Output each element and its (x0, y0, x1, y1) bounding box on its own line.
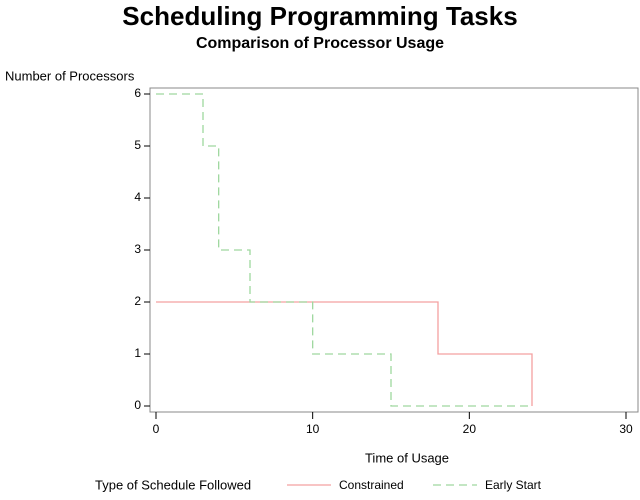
step-line (156, 93, 532, 407)
y-tick-label: 2 (134, 294, 141, 308)
y-tick-label: 5 (134, 138, 141, 152)
x-tick-label: 0 (153, 422, 160, 436)
y-tick-label: 4 (134, 190, 141, 204)
y-tick-label: 6 (134, 86, 141, 100)
y-axis-label: Number of Processors (5, 68, 135, 83)
x-tick-label: 10 (306, 422, 320, 436)
x-axis-label: Time of Usage (365, 450, 449, 465)
legend-title: Type of Schedule Followed (95, 477, 251, 492)
chart-title: Scheduling Programming Tasks (122, 1, 517, 31)
legend-label: Constrained (339, 478, 404, 492)
legend-label: Early Start (485, 478, 542, 492)
step-line (156, 301, 533, 406)
y-tick-label: 1 (134, 346, 141, 360)
chart-subtitle: Comparison of Processor Usage (196, 35, 444, 52)
y-tick-label: 0 (134, 398, 141, 412)
y-tick-label: 3 (134, 242, 141, 256)
x-tick-label: 20 (463, 422, 477, 436)
x-tick-label: 30 (619, 422, 633, 436)
